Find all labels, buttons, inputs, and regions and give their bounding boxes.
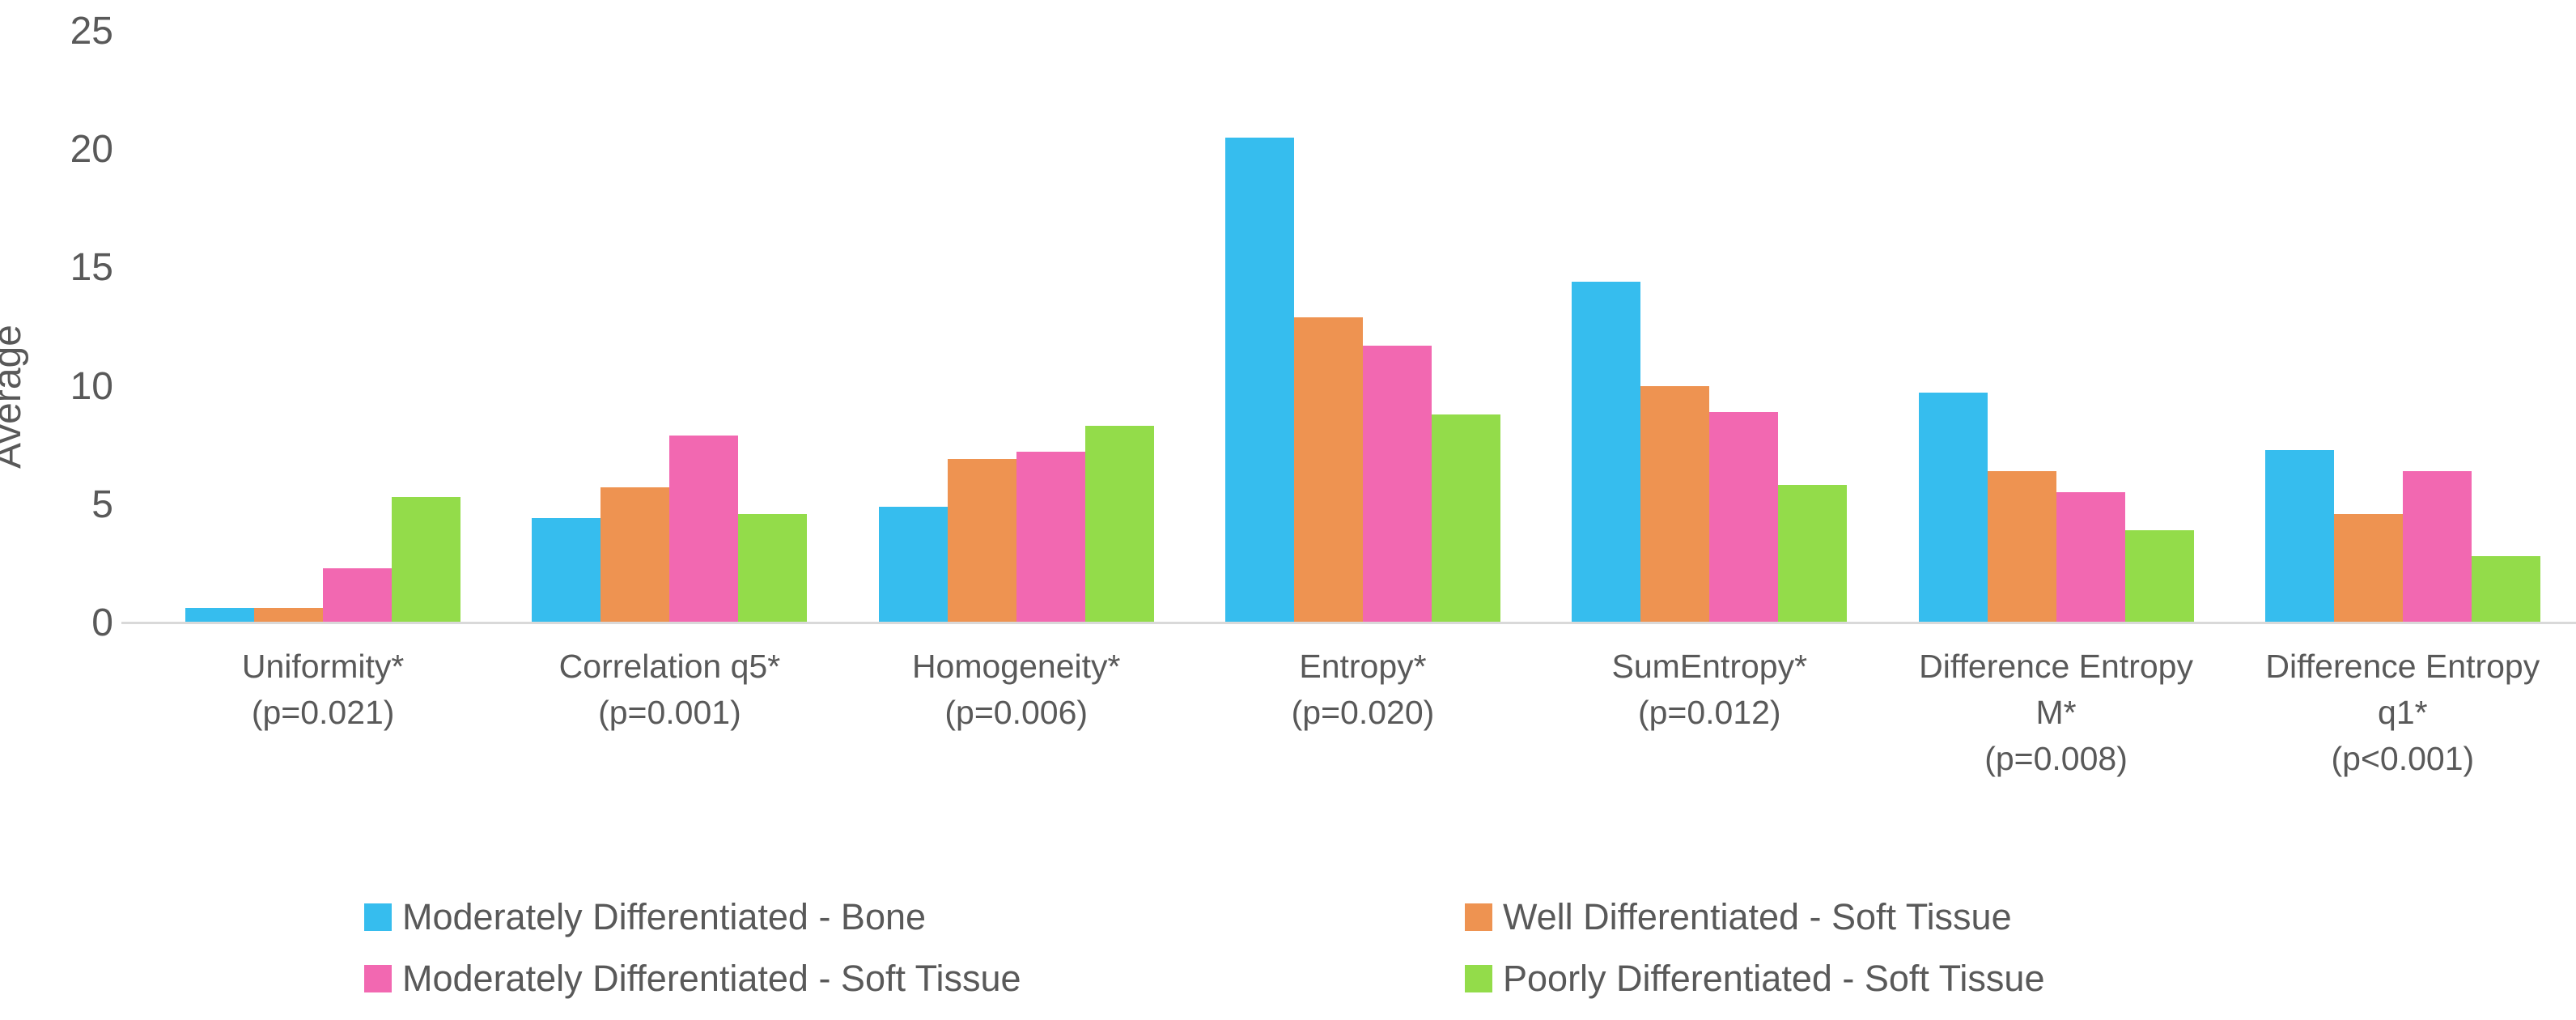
category-pvalue: (p=0.006) (944, 694, 1089, 731)
legend-item: Moderately Differentiated - Soft Tissue (364, 958, 1021, 999)
legend-item: Well Differentiated - Soft Tissue (1465, 896, 2045, 937)
category-name-line: M* (2035, 694, 2077, 731)
legend-swatch-icon (1465, 903, 1492, 931)
bar-series0-cat3 (1224, 137, 1294, 623)
category-label: Difference Entropy M* (p=0.008) (1882, 644, 2229, 782)
category-label: Difference Entropy q1* (p<0.001) (2230, 644, 2576, 782)
bar-series1-cat3 (1293, 317, 1363, 623)
category-label: Homogeneity* (p=0.006) (843, 644, 1190, 782)
y-axis-tick-label: 15 (70, 246, 113, 290)
bar-group (2230, 31, 2576, 623)
category-name-line: Correlation q5* (558, 648, 781, 685)
legend-label: Poorly Differentiated - Soft Tissue (1503, 958, 2045, 999)
category-pvalue: (p<0.001) (2331, 740, 2475, 777)
bar-series3-cat1 (738, 513, 808, 623)
bar-series0-cat0 (185, 608, 255, 623)
category-name-line: Homogeneity* (911, 648, 1121, 685)
bar-series2-cat3 (1362, 345, 1432, 623)
legend-swatch-icon (364, 903, 392, 931)
category-label: SumEntropy* (p=0.012) (1536, 644, 1882, 782)
bar-series2-cat2 (1016, 452, 1085, 623)
bar-series3-cat4 (1778, 485, 1848, 623)
legend-item: Poorly Differentiated - Soft Tissue (1465, 958, 2045, 999)
bar-series3-cat6 (2471, 556, 2540, 623)
y-axis-tick-label: 25 (70, 10, 113, 53)
legend-column-left: Moderately Differentiated - Bone Moderate… (364, 896, 1021, 999)
bar-group (1536, 31, 1882, 623)
category-name-line: Difference Entropy (1919, 648, 2193, 685)
plot-area (150, 31, 2576, 623)
bar-series1-cat1 (601, 487, 670, 623)
legend-label: Well Differentiated - Soft Tissue (1503, 896, 2012, 937)
x-axis-line (121, 622, 2576, 624)
category-name-line: q1* (2378, 694, 2428, 731)
bar-series2-cat0 (323, 567, 393, 623)
bar-series1-cat0 (254, 608, 324, 623)
y-axis-tick-label: 10 (70, 364, 113, 408)
bar-group (1190, 31, 1536, 623)
bar-series0-cat1 (532, 518, 601, 623)
y-axis-tick-label: 20 (70, 128, 113, 172)
bar-series2-cat5 (2056, 492, 2125, 623)
category-name-line: Entropy* (1299, 648, 1427, 685)
bar-series0-cat5 (1918, 393, 1988, 623)
bar-group (150, 31, 496, 623)
category-pvalue: (p=0.020) (1291, 694, 1435, 731)
category-label: Correlation q5* (p=0.001) (496, 644, 842, 782)
x-axis-category-labels: Uniformity* (p=0.021) Correlation q5* (p=0.… (150, 644, 2576, 782)
bar-group (1882, 31, 2229, 623)
category-pvalue: (p=0.012) (1637, 694, 1781, 731)
category-name-line: Difference Entropy (2265, 648, 2540, 685)
bar-group (496, 31, 842, 623)
y-axis-tick-label: 0 (91, 601, 113, 644)
legend-item: Moderately Differentiated - Bone (364, 896, 1021, 937)
category-pvalue: (p=0.021) (251, 694, 395, 731)
bar-series1-cat2 (947, 459, 1016, 623)
bar-series3-cat0 (392, 497, 461, 623)
bar-series3-cat5 (2124, 529, 2194, 623)
bar-series0-cat6 (2264, 449, 2334, 623)
bar-series1-cat6 (2333, 513, 2403, 623)
y-axis-tick-label: 5 (91, 482, 113, 526)
bar-series2-cat4 (1709, 411, 1779, 623)
bar-series3-cat3 (1431, 414, 1500, 623)
category-label: Entropy* (p=0.020) (1190, 644, 1536, 782)
bar-series0-cat2 (878, 506, 948, 623)
legend-label: Moderately Differentiated - Soft Tissue (402, 958, 1021, 999)
legend-label: Moderately Differentiated - Bone (402, 896, 927, 937)
legend-column-right: Well Differentiated - Soft Tissue Poorly … (1465, 896, 2045, 999)
category-name-line: Uniformity* (241, 648, 405, 685)
bar-series1-cat5 (1987, 470, 2056, 623)
bar-series2-cat6 (2402, 470, 2472, 623)
bar-series0-cat4 (1572, 281, 1641, 623)
category-pvalue: (p=0.001) (598, 694, 741, 731)
bar-group (843, 31, 1190, 623)
category-label: Uniformity* (p=0.021) (150, 644, 496, 782)
legend-swatch-icon (1465, 965, 1492, 992)
bar-series1-cat4 (1640, 385, 1710, 623)
legend-swatch-icon (364, 965, 392, 992)
category-name-line: SumEntropy* (1611, 648, 1808, 685)
category-pvalue: (p=0.008) (1984, 740, 2128, 777)
bar-series3-cat2 (1084, 426, 1154, 623)
bar-series2-cat1 (669, 436, 739, 623)
